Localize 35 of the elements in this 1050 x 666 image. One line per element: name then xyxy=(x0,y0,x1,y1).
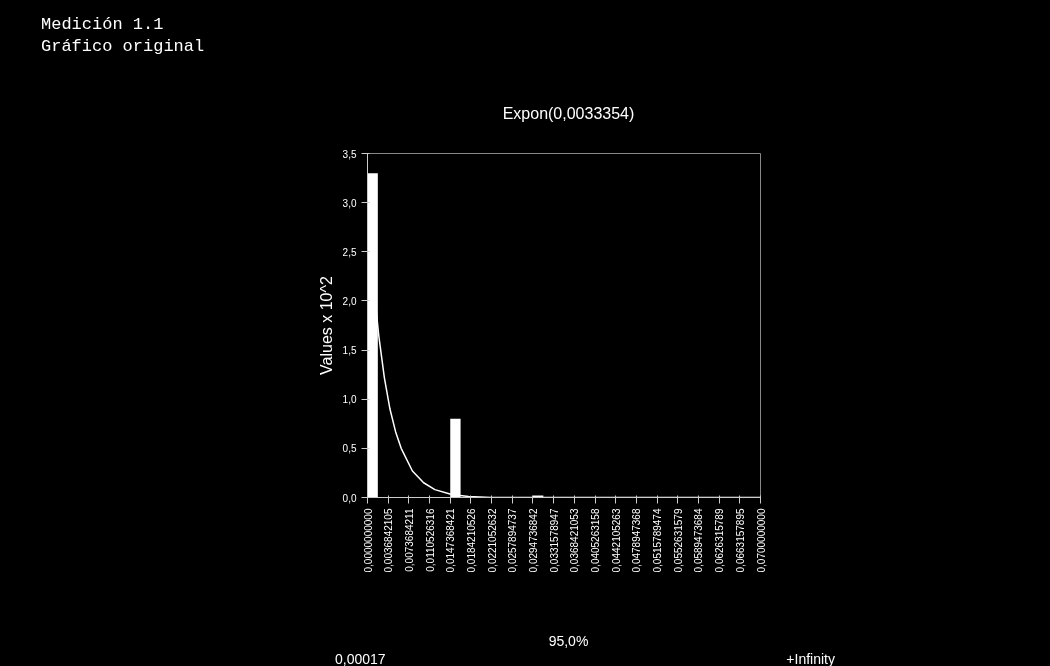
x-tick-label: 0,0294736842 xyxy=(527,508,539,573)
x-tick-label: 0,0036842105 xyxy=(383,508,395,573)
x-tick-label: 0,0515789474 xyxy=(652,508,664,573)
x-tick-label: 0,0552631579 xyxy=(672,508,684,573)
y-tick-label: 1,5 xyxy=(342,345,357,357)
y-tick-label: 1,0 xyxy=(342,394,357,406)
text: 0,00017 xyxy=(335,650,386,666)
chart-title: Expon(0,0033354) xyxy=(502,104,635,124)
x-tick-label: 0,0147368421 xyxy=(445,508,457,573)
x-tick-label: 0,0331578947 xyxy=(548,508,560,573)
x-tick-label: 0,0478947368 xyxy=(631,508,643,573)
x-tick-label: 0,0073684211 xyxy=(403,508,415,572)
y-tick-label: 0,0 xyxy=(342,492,357,504)
y-tick-label: 0,5 xyxy=(342,443,357,455)
x-tick-label: 0,0589473684 xyxy=(693,508,705,573)
x-tick-label: 0,0257894737 xyxy=(507,508,519,573)
x-tick-label: 0,0000000000 xyxy=(362,508,374,573)
x-tick-label: 0,0110526316 xyxy=(424,508,436,572)
x-tick-label: 0,0368421053 xyxy=(569,508,581,573)
y-tick-label: 2,0 xyxy=(342,295,357,307)
y-tick-label: 2,5 xyxy=(342,246,357,258)
x-tick-label: 0,0663157895 xyxy=(734,508,746,573)
x-tick-label: 0,0442105263 xyxy=(610,508,622,573)
x-tick-label: 0,0184210526 xyxy=(465,508,477,573)
y-tick-label: 3,5 xyxy=(342,148,357,160)
x-tick-label: 0,0405263158 xyxy=(590,508,602,573)
x-tick-label: 0,0700000000 xyxy=(755,508,767,573)
text: 95,0% xyxy=(548,632,589,651)
y-axis-title: Values x 10^2 xyxy=(317,275,335,375)
y-tick-label: 3,0 xyxy=(342,197,357,209)
x-tick-label: 0,0221052632 xyxy=(486,508,498,573)
text: Gráfico original xyxy=(41,36,205,58)
text: Medición 1.1 xyxy=(41,14,164,36)
x-tick-label: 0,0626315789 xyxy=(714,508,726,573)
text: +Infinity xyxy=(786,650,835,666)
